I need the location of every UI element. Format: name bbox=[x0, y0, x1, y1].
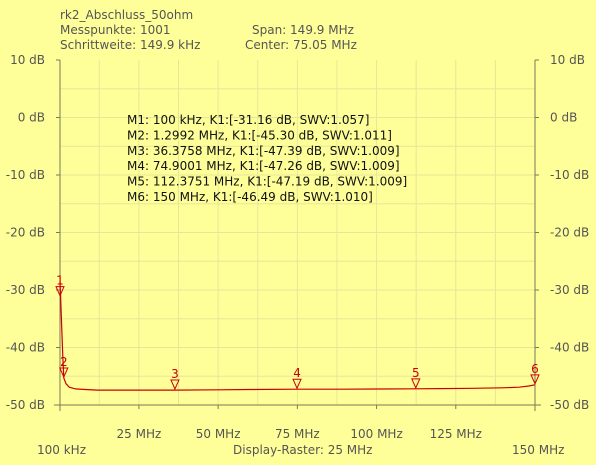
y-tick-label-right: -20 dB bbox=[550, 226, 589, 240]
marker-4-triangle bbox=[292, 378, 302, 390]
y-tick-label-left: -10 dB bbox=[6, 168, 45, 182]
y-tick-label-left: 10 dB bbox=[10, 53, 45, 67]
y-tick-label-right: 0 dB bbox=[550, 111, 577, 125]
display-raster: Display-Raster: 25 MHz bbox=[233, 443, 373, 457]
start-frequency: 100 kHz bbox=[37, 443, 86, 457]
marker-6-triangle bbox=[530, 374, 540, 386]
marker-2-triangle bbox=[59, 367, 69, 379]
y-tick-label-left: -50 dB bbox=[6, 398, 45, 412]
y-tick-label-right: -40 dB bbox=[550, 341, 589, 355]
x-tick-label: 25 MHz bbox=[117, 427, 162, 441]
marker-1-triangle bbox=[55, 286, 65, 297]
y-tick-label-right: -10 dB bbox=[550, 168, 589, 182]
marker-3-triangle bbox=[170, 379, 180, 391]
center-readout: Center: 75.05 MHz bbox=[245, 38, 357, 52]
measurement-points: Messpunkte: 1001 bbox=[60, 23, 171, 37]
y-tick-label-left: 0 dB bbox=[18, 111, 45, 125]
marker-1-label: 1 bbox=[56, 274, 64, 288]
stop-frequency: 150 MHz bbox=[512, 443, 565, 457]
y-tick-label-left: -40 dB bbox=[6, 341, 45, 355]
marker-readout-4: M4: 74.9001 MHz, K1:[-47.26 dB, SWV:1.00… bbox=[127, 159, 400, 173]
marker-readout-5: M5: 112.3751 MHz, K1:[-47.19 dB, SWV:1.0… bbox=[127, 175, 407, 189]
span-readout: Span: 149.9 MHz bbox=[252, 23, 354, 37]
marker-5-label: 5 bbox=[412, 366, 420, 380]
marker-2-label: 2 bbox=[60, 355, 68, 369]
x-tick-label: 50 MHz bbox=[196, 427, 241, 441]
marker-readout-6: M6: 150 MHz, K1:[-46.49 dB, SWV:1.010] bbox=[127, 190, 373, 204]
y-tick-label-left: -20 dB bbox=[6, 226, 45, 240]
y-tick-label-right: 10 dB bbox=[550, 53, 585, 67]
x-tick-label: 75 MHz bbox=[275, 427, 320, 441]
marker-5-triangle bbox=[411, 378, 421, 390]
x-tick-label: 100 MHz bbox=[350, 427, 402, 441]
marker-6-label: 6 bbox=[531, 362, 539, 376]
y-tick-label-right: -50 dB bbox=[550, 398, 589, 412]
marker-readout-1: M1: 100 kHz, K1:[-31.16 dB, SWV:1.057] bbox=[127, 113, 369, 127]
marker-3-label: 3 bbox=[171, 367, 179, 381]
marker-readout-3: M3: 36.3758 MHz, K1:[-47.39 dB, SWV:1.00… bbox=[127, 144, 400, 158]
y-tick-label-left: -30 dB bbox=[6, 283, 45, 297]
trace-title: rk2_Abschluss_50ohm bbox=[60, 8, 194, 22]
x-tick-label: 125 MHz bbox=[430, 427, 482, 441]
marker-4-label: 4 bbox=[293, 366, 301, 380]
step-width: Schrittweite: 149.9 kHz bbox=[60, 38, 201, 52]
y-tick-label-right: -30 dB bbox=[550, 283, 589, 297]
marker-readout-2: M2: 1.2992 MHz, K1:[-45.30 dB, SWV:1.011… bbox=[127, 128, 392, 142]
